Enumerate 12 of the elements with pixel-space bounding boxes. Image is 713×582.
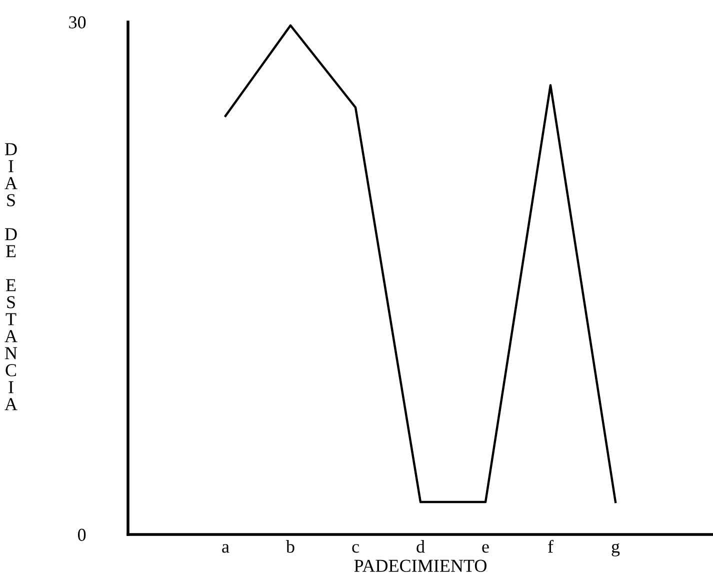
x-tick-label: g <box>612 543 620 556</box>
x-tick-label: d <box>416 540 425 553</box>
x-axis-title: PADECIMIENTO <box>354 560 486 572</box>
x-tick-label: f <box>548 540 554 553</box>
x-tick-label: c <box>352 544 359 553</box>
x-tick-label: a <box>222 544 230 553</box>
x-tick-label: e <box>482 544 489 553</box>
y-tick-label: 30 <box>69 16 86 28</box>
text: DIAS DE ESTANCIA <box>4 143 18 410</box>
line-series <box>224 24 617 504</box>
x-tick-label: b <box>286 540 294 553</box>
y-tick-label: 0 <box>78 528 86 541</box>
